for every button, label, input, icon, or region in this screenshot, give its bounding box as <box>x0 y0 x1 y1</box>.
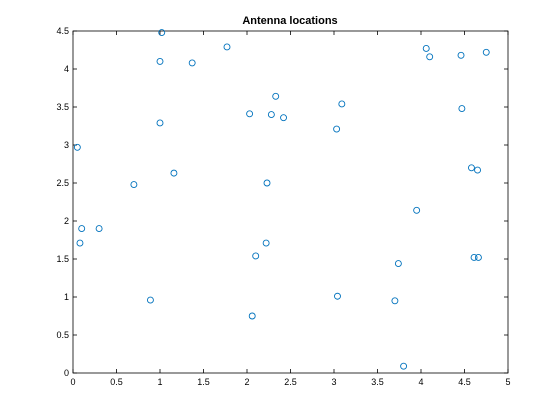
x-tick-label: 2.5 <box>284 377 297 387</box>
data-point <box>470 254 478 261</box>
data-point <box>391 297 399 305</box>
data-point <box>156 119 164 127</box>
data-point <box>246 110 254 118</box>
data-point <box>280 114 287 122</box>
x-tick-label: 1.5 <box>197 377 210 387</box>
chart-title: Antenna locations <box>242 15 337 27</box>
data-points <box>73 29 490 370</box>
data-point <box>272 92 280 100</box>
x-tick-label: 4 <box>418 377 423 387</box>
y-tick-label: 3.5 <box>56 102 69 112</box>
data-point <box>400 362 408 370</box>
data-point <box>146 296 154 304</box>
data-point <box>468 164 475 172</box>
data-point <box>457 51 465 59</box>
data-point <box>170 169 178 177</box>
data-point <box>338 100 346 108</box>
data-point <box>333 125 341 133</box>
data-point <box>422 45 430 52</box>
y-tick-label: 2.5 <box>56 178 69 188</box>
data-point <box>95 225 103 233</box>
y-tick-label: 1.5 <box>56 254 69 264</box>
x-tick-label: 2 <box>244 377 249 387</box>
data-point <box>426 53 434 61</box>
data-point <box>156 57 164 65</box>
x-tick-label: 1 <box>157 377 162 387</box>
x-axis: 0 0.5 1 1.5 2 2.5 3 3.5 4 4.5 5 <box>70 31 511 387</box>
y-tick-label: 4 <box>64 64 69 74</box>
x-tick-label: 3 <box>331 377 336 387</box>
data-point <box>223 43 231 51</box>
data-point <box>76 239 84 247</box>
data-point <box>482 48 490 56</box>
y-tick-label: 2 <box>64 216 69 226</box>
y-tick-label: 0 <box>64 368 69 378</box>
data-point <box>73 143 81 151</box>
y-tick-label: 1 <box>64 292 69 302</box>
y-axis: 0 0.5 1 1.5 2 2.5 3 3.5 4 4.5 <box>56 26 508 378</box>
data-point <box>334 292 341 300</box>
data-point <box>188 59 196 67</box>
data-point <box>413 206 421 214</box>
x-tick-label: 3.5 <box>371 377 384 387</box>
data-point <box>458 105 466 112</box>
data-point <box>394 260 402 268</box>
data-point <box>263 179 271 187</box>
data-point <box>158 29 166 36</box>
y-tick-label: 4.5 <box>56 26 69 36</box>
data-point <box>248 312 256 320</box>
x-tick-label: 0 <box>70 377 75 387</box>
data-point <box>267 111 275 119</box>
plot-area <box>72 30 509 374</box>
x-tick-label: 4.5 <box>458 377 471 387</box>
axes-box <box>72 30 509 374</box>
data-point <box>78 225 86 233</box>
data-point <box>130 181 138 188</box>
y-tick-label: 3 <box>64 140 69 150</box>
data-point <box>252 252 260 260</box>
data-point <box>262 239 270 247</box>
x-tick-label: 0.5 <box>110 377 123 387</box>
x-tick-label: 5 <box>505 377 510 387</box>
data-point <box>474 254 482 261</box>
data-point <box>474 166 481 174</box>
y-tick-label: 0.5 <box>56 330 69 340</box>
